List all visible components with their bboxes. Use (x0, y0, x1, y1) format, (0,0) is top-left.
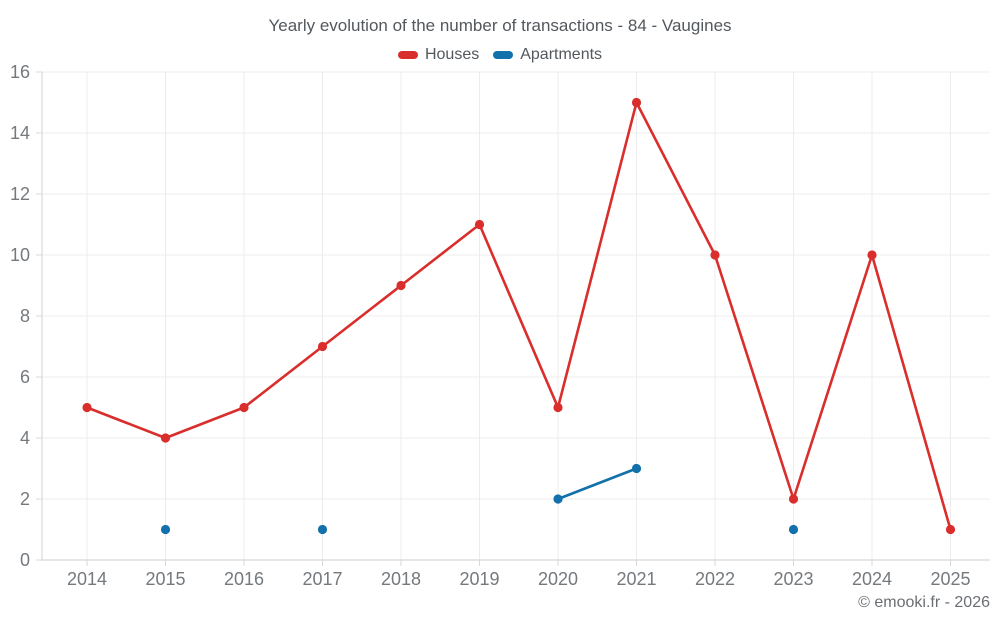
legend-label-apartments: Apartments (520, 46, 603, 63)
data-point-houses-2020[interactable] (553, 402, 563, 413)
data-point-houses-2023[interactable] (788, 494, 799, 504)
data-point-houses-2015[interactable] (160, 433, 171, 443)
y-tick-label: 14 (10, 123, 30, 143)
legend-swatch-apartments-icon (493, 51, 514, 59)
data-point-houses-2021[interactable] (631, 97, 642, 108)
data-point-apartments-2020[interactable] (553, 494, 563, 504)
data-point-apartments-2015[interactable] (160, 524, 171, 535)
data-point-houses-2016[interactable] (239, 402, 249, 413)
y-tick-label: 10 (10, 245, 30, 265)
x-tick-label: 2015 (145, 569, 185, 589)
axis-border (41, 72, 990, 561)
y-tick-label: 6 (20, 367, 30, 387)
x-tick-label: 2019 (459, 569, 499, 589)
chart-title: Yearly evolution of the number of transa… (268, 16, 732, 35)
data-point-apartments-2023[interactable] (788, 524, 799, 535)
legend-label-houses: Houses (424, 46, 480, 63)
data-point-houses-2022[interactable] (710, 250, 720, 260)
x-tick-label: 2020 (538, 569, 578, 589)
legend: Houses Apartments (0, 46, 1000, 64)
data-point-apartments-2017[interactable] (317, 524, 328, 535)
x-tick-label: 2018 (381, 569, 421, 589)
data-point-houses-2014[interactable] (82, 402, 92, 413)
x-tick-label: 2017 (302, 569, 342, 589)
x-tick-label: 2014 (67, 569, 107, 589)
y-tick-label: 4 (20, 428, 30, 448)
legend-swatch-houses-icon (397, 51, 418, 59)
legend-item-houses[interactable]: Houses (397, 46, 480, 64)
x-tick-label: 2021 (616, 569, 656, 589)
data-point-houses-2024[interactable] (867, 250, 877, 260)
copyright-text: © emooki.fr - 2026 (858, 594, 990, 611)
y-tick-label: 16 (10, 62, 30, 82)
data-point-houses-2018[interactable] (396, 280, 406, 291)
y-tick-label: 8 (20, 306, 30, 326)
x-tick-label: 2023 (773, 569, 813, 589)
y-tick-label: 2 (20, 489, 30, 509)
y-tick-label: 12 (10, 184, 30, 204)
x-tick-label: 2016 (224, 569, 264, 589)
x-tick-label: 2025 (930, 569, 970, 589)
data-point-houses-2025[interactable] (945, 524, 956, 535)
y-tick-label: 0 (20, 550, 30, 570)
data-point-houses-2017[interactable] (317, 341, 328, 352)
x-tick-label: 2022 (695, 569, 735, 589)
data-point-apartments-2021[interactable] (631, 463, 642, 474)
legend-item-apartments[interactable]: Apartments (493, 46, 602, 64)
series-line-houses (85, 101, 952, 531)
x-tick-label: 2024 (852, 569, 892, 589)
data-point-houses-2019[interactable] (474, 219, 485, 230)
